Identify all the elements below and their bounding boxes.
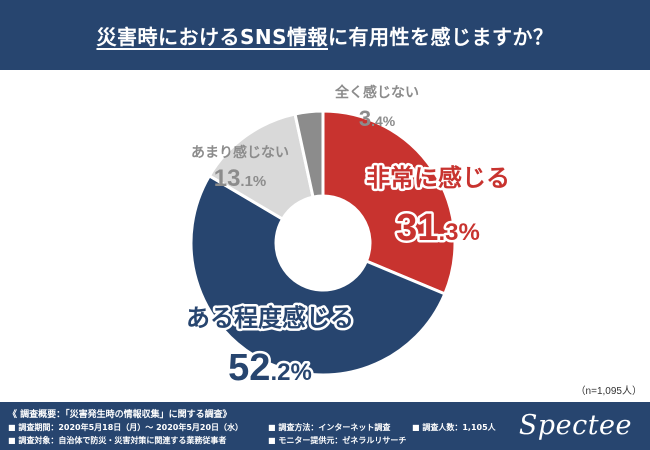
value-not-much: 13.1% — [214, 165, 267, 192]
header-banner: 災害時におけるSNS情報に有用性を感じますか？ — [0, 0, 650, 70]
value-not-at-all: 3.4% — [359, 106, 396, 131]
page-title-underlined: 災害時におけるSNS情報 — [96, 24, 329, 49]
donut-chart: 非常に感じる 31.3% ある程度感じる 52.2% あまり感じない 13.1% 全く感じな… — [184, 84, 643, 397]
slice-labels: 非常に感じる 31.3% ある程度感じる 52.2% あまり感じない 13.1% 全く感じな… — [184, 84, 513, 392]
label-not-at-all: 全く感じない — [334, 84, 419, 101]
slice-somewhat — [189, 173, 447, 377]
value-very: 31.3% — [396, 207, 480, 249]
page-title-rest: に有用性を感じますか？ — [328, 24, 554, 49]
label-very: 非常に感じる — [366, 164, 510, 192]
survey-provider: ■ モニター提供元：ゼネラルリサーチ — [268, 436, 407, 445]
label-not-much: あまり感じない — [191, 144, 289, 161]
survey-period: ■ 調査期間：2020年5月18日（月）～ 2020年5月20日（水） — [8, 423, 244, 432]
slice-not-much — [207, 112, 315, 222]
value-somewhat: 52.2% — [228, 347, 312, 389]
slice-very — [321, 109, 457, 296]
donut-slices — [189, 109, 457, 377]
label-somewhat: ある程度感じる — [186, 304, 354, 332]
survey-target: ■ 調査対象：自治体で防災・災害対策に関連する業務従事者 — [8, 436, 227, 445]
survey-footer: 《 調査概要：「災害発生時の情報収集」に関する調査》 ■ 調査期間：2020年5… — [0, 402, 650, 450]
spectee-logo: Spectee — [518, 410, 632, 441]
slice-not-at-all — [293, 109, 325, 199]
survey-method: ■ 調査方法：インターネット調査 — [268, 423, 391, 432]
page-title: 災害時におけるSNS情報に有用性を感じますか？ — [96, 21, 553, 50]
survey-title: 《 調査概要：「災害発生時の情報収集」に関する調査》 — [8, 410, 232, 420]
sample-size-note: （n=1,095人） — [576, 385, 642, 397]
survey-count: ■ 調査人数：1,105人 — [412, 423, 496, 432]
